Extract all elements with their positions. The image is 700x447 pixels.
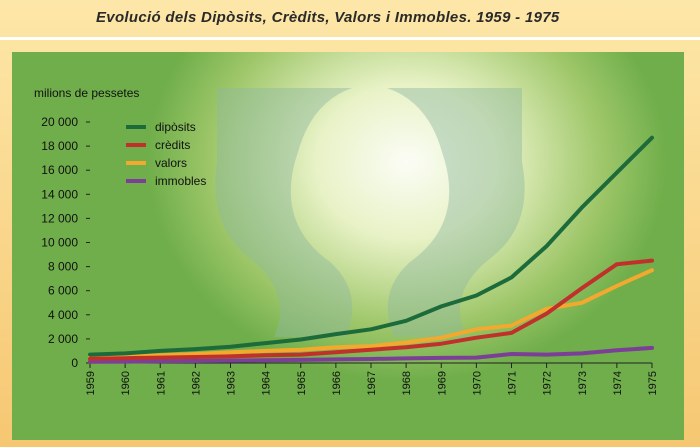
y-axis: 0 2 000 4 000 6 000 8 000 10 000 12 000 14 000 1… [41, 115, 90, 370]
y-tick-label: 10 000 [41, 236, 78, 250]
legend-label: crèdits [155, 138, 190, 152]
y-tick-label: 2 000 [48, 332, 78, 346]
y-tick-label: 16 000 [41, 163, 78, 177]
series-line-0 [88, 135, 654, 357]
x-tick-label: 1959 [85, 371, 97, 395]
y-tick-label: 12 000 [41, 211, 78, 225]
x-tick-label: 1975 [647, 371, 659, 395]
x-tick-label: 1965 [296, 371, 308, 395]
watermark-left-shape [215, 88, 353, 337]
y-axis-label: milions de pessetes [34, 86, 139, 100]
series-line-1 [88, 258, 654, 361]
x-tick-label: 1974 [612, 371, 624, 395]
legend-label: valors [155, 156, 187, 170]
x-tick-label: 1973 [577, 371, 589, 395]
x-tick-label: 1969 [436, 371, 448, 395]
y-tick-label: 20 000 [41, 115, 78, 129]
chart-title: Evolució dels Dipòsits, Crèdits, Valors … [96, 9, 560, 26]
y-tick-label: 14 000 [41, 187, 78, 201]
title-divider [0, 37, 700, 40]
chart-panel: milions de pessetes 0 2 000 4 000 6 000 8 00… [12, 52, 684, 440]
x-tick-label: 1962 [190, 371, 202, 395]
legend: dipòsits crèdits valors immobles [126, 120, 206, 188]
y-tick-label: 8 000 [48, 260, 78, 274]
y-tick-label: 18 000 [41, 139, 78, 153]
x-tick-label: 1970 [471, 371, 483, 395]
x-tick-label: 1966 [331, 371, 343, 395]
series-line-3 [88, 345, 654, 364]
x-tick-label: 1968 [401, 371, 413, 395]
y-tick-label: 4 000 [48, 308, 78, 322]
x-tick-label: 1964 [261, 371, 273, 395]
y-tick-label: 6 000 [48, 284, 78, 298]
x-axis: 1959 1960 1961 1962 1963 1964 1965 1966 1967 1968… [85, 362, 659, 395]
x-tick-label: 1971 [507, 371, 519, 395]
watermark-emblem [215, 88, 525, 337]
series-line-2 [88, 268, 654, 359]
x-tick-label: 1963 [226, 371, 238, 395]
watermark-right-shape [387, 88, 525, 337]
series-lines [88, 135, 654, 364]
x-tick-label: 1967 [366, 371, 378, 395]
x-tick-label: 1961 [155, 371, 167, 395]
y-tick-label: 0 [71, 356, 78, 370]
x-tick-label: 1960 [120, 371, 132, 395]
x-tick-label: 1972 [542, 371, 554, 395]
line-chart: milions de pessetes 0 2 000 4 000 6 000 8 00… [34, 86, 659, 395]
legend-label: dipòsits [155, 120, 196, 134]
legend-label: immobles [155, 174, 206, 188]
